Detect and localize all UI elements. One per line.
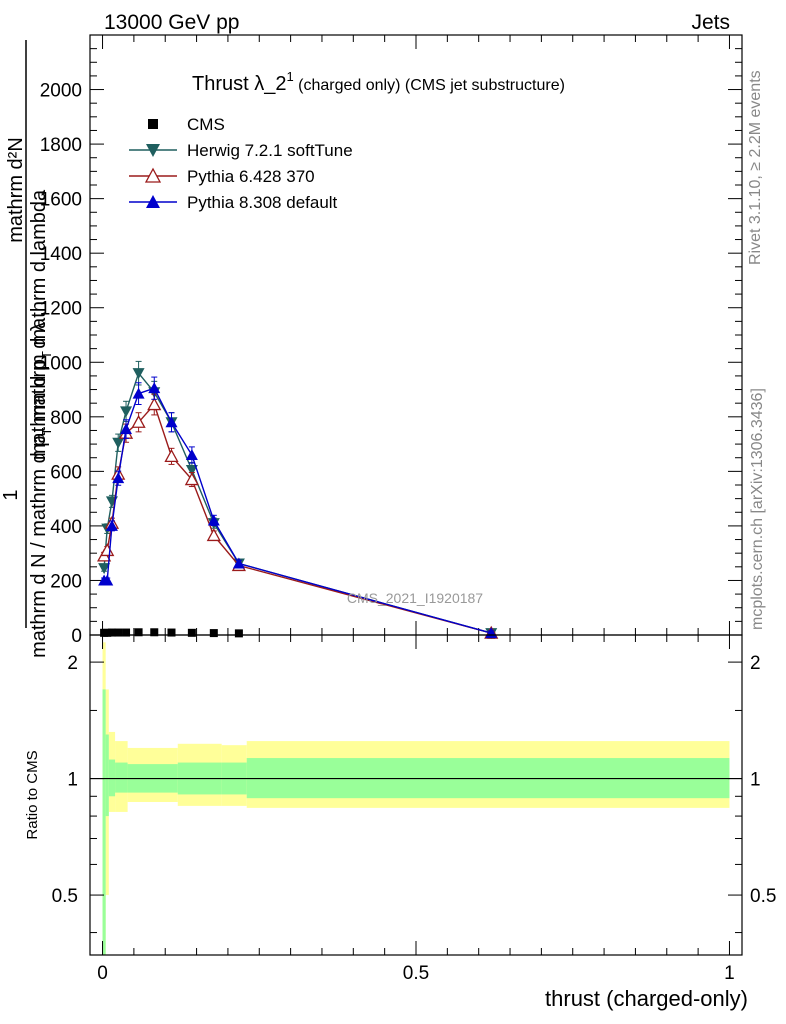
plot-title: Thrust λ_21 (charged only) (CMS jet subs… bbox=[192, 69, 565, 95]
data-point-pythia8 bbox=[112, 472, 125, 484]
xtick-label: 0.5 bbox=[403, 963, 429, 984]
main-ytick-label: 2000 bbox=[40, 81, 82, 102]
ratio-band-stat bbox=[105, 734, 109, 817]
data-point-pythia8 bbox=[120, 423, 133, 435]
data-point-herwig bbox=[132, 368, 145, 380]
main-ytick-label: 0 bbox=[71, 626, 82, 647]
ratio-plot-area: 0.5 0.5 1 1 2 2 0 0.5 1 bbox=[52, 634, 776, 984]
data-point-herwig bbox=[120, 406, 133, 418]
data-point-pythia6 bbox=[147, 397, 162, 411]
main-ytick-label: 600 bbox=[50, 462, 82, 483]
mcplots-label: mcplots.cern.ch [arXiv:1306.3436] bbox=[749, 388, 766, 630]
xtick-label: 1 bbox=[724, 963, 735, 984]
ratio-ylabel: Ratio to CMS bbox=[24, 750, 41, 839]
ylabel-line2: mathrm d²N bbox=[5, 137, 27, 243]
xlabel: thrust (charged-only) bbox=[545, 986, 748, 1011]
ratio-ytick-label: 2 bbox=[67, 653, 78, 674]
data-point-cms bbox=[114, 628, 123, 637]
data-point-cms bbox=[134, 628, 143, 637]
data-point-pythia6 bbox=[131, 414, 146, 428]
ratio-frame bbox=[89, 634, 743, 956]
legend-label-1: Herwig 7.2.1 softTune bbox=[187, 141, 353, 160]
data-point-cms bbox=[167, 628, 176, 637]
ylabel-line3-rest: mathrm d lambda bbox=[28, 189, 50, 351]
legend-marker-pythia6 bbox=[144, 167, 162, 183]
ylabel-line3: mathrm d p bbox=[28, 359, 50, 460]
data-point-cms bbox=[234, 629, 243, 638]
ratio-band-stat bbox=[115, 762, 128, 793]
data-point-cms bbox=[107, 628, 116, 637]
legend-marker-pythia8 bbox=[146, 195, 160, 208]
main-ytick-label: 1200 bbox=[40, 299, 82, 320]
plot-title-main: Thrust λ_2 bbox=[192, 73, 286, 95]
data-point-cms bbox=[103, 628, 112, 637]
svg-text:mathrm d pT mathrm d lambda: mathrm d pT mathrm d lambda bbox=[28, 189, 54, 460]
main-ytick-label: 400 bbox=[50, 517, 82, 538]
data-point-pythia8 bbox=[105, 519, 118, 531]
ratio-ytick-label: 0.5 bbox=[52, 886, 78, 907]
main-ytick-label: 1000 bbox=[40, 353, 82, 374]
ratio-ytick-label-right: 2 bbox=[750, 653, 761, 674]
header-right: Jets bbox=[691, 11, 730, 34]
main-ytick-label: 1600 bbox=[40, 190, 82, 211]
main-ylabel: mathrm d pT mathrm d lambda mathrm d²N 1… bbox=[0, 40, 54, 658]
xtick-label: 0 bbox=[97, 963, 108, 984]
data-point-cms bbox=[209, 629, 218, 638]
data-point-herwig bbox=[98, 563, 111, 575]
data-point-cms bbox=[122, 628, 131, 637]
header-left: 13000 GeV pp bbox=[104, 11, 239, 34]
data-point-pythia8 bbox=[185, 449, 198, 460]
plot-title-rest: (charged only) (CMS jet substructure) bbox=[294, 77, 565, 94]
data-point-pythia8 bbox=[132, 387, 145, 399]
ratio-ytick-label-right: 1 bbox=[750, 770, 761, 791]
legend-marker-herwig bbox=[146, 144, 160, 157]
data-point-herwig bbox=[185, 465, 198, 476]
ylabel-line1-rest: mathrm d λ bbox=[28, 322, 50, 428]
ratio-band-stat bbox=[102, 689, 106, 955]
ratio-ytick-label-right: 0.5 bbox=[750, 886, 776, 907]
data-point-pythia6 bbox=[164, 449, 179, 463]
legend-label-3: Pythia 8.308 default bbox=[187, 193, 338, 212]
plot-title-sup: 1 bbox=[286, 69, 293, 84]
series-line-3 bbox=[104, 387, 492, 634]
svg-text:mathrm d N / mathrm d pT mathr: mathrm d N / mathrm d pT mathrm d λ bbox=[28, 322, 54, 658]
ratio-ytick-label: 1 bbox=[67, 770, 78, 791]
data-point-pythia8 bbox=[165, 416, 178, 428]
data-point-herwig bbox=[112, 437, 125, 449]
legend-label-2: Pythia 6.428 370 bbox=[187, 167, 315, 186]
data-point-cms bbox=[187, 628, 196, 637]
ratio-band-stat bbox=[108, 759, 116, 797]
legend-label-0: CMS bbox=[187, 115, 225, 134]
legend-marker-cms bbox=[148, 119, 158, 129]
data-point-pythia8 bbox=[207, 514, 220, 526]
main-ytick-label: 800 bbox=[50, 408, 82, 429]
main-plot-area: 0 200 400 600 800 1000 1200 1400 1600 1800 2000 CMS… bbox=[40, 34, 743, 647]
ylabel-line1: mathrm d N / mathrm d p bbox=[28, 436, 50, 658]
data-point-pythia8 bbox=[101, 574, 114, 586]
data-point-pythia6 bbox=[184, 472, 199, 486]
data-point-pythia6 bbox=[206, 528, 221, 542]
watermark: CMS_2021_I1920187 bbox=[347, 590, 483, 606]
main-ytick-label: 1800 bbox=[40, 135, 82, 156]
rivet-label: Rivet 3.1.10, ≥ 2.2M events bbox=[747, 70, 764, 265]
series-line-1 bbox=[103, 371, 492, 634]
data-point-pythia8 bbox=[148, 382, 161, 394]
ylabel-numerator: 1 bbox=[0, 489, 22, 500]
data-point-pythia6 bbox=[100, 543, 115, 557]
ylabel-line3-sub: T bbox=[39, 351, 54, 359]
main-ytick-label: 1400 bbox=[40, 244, 82, 265]
data-point-pythia8 bbox=[232, 557, 245, 569]
data-point-cms bbox=[150, 628, 159, 637]
main-ytick-label: 200 bbox=[50, 571, 82, 592]
ylabel-line1-sub: T bbox=[39, 428, 54, 436]
